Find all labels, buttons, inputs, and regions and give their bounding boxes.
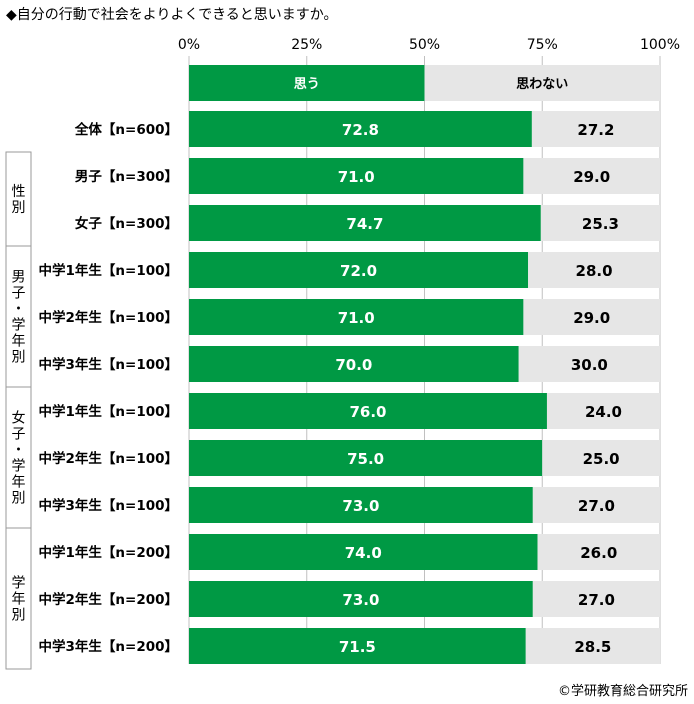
category-label: 中学3年生【n=100】	[39, 356, 179, 373]
data-label-no: 27.0	[578, 591, 615, 609]
bar-no	[523, 299, 660, 335]
bar-yes	[189, 581, 533, 617]
data-label-no: 27.2	[577, 121, 614, 139]
x-tick-label: 100%	[640, 37, 680, 53]
data-label-yes: 70.0	[335, 356, 372, 374]
bar-yes	[189, 205, 541, 241]
bar-no	[531, 111, 660, 147]
group-label-char: 学	[12, 459, 26, 475]
bar-yes	[189, 299, 524, 335]
category-label: 男子【n=300】	[75, 169, 178, 185]
data-label-yes: 72.8	[342, 121, 379, 139]
category-label: 全体【n=600】	[74, 121, 178, 138]
bar-yes	[189, 158, 524, 194]
bar-yes	[189, 346, 519, 382]
bar-no	[532, 581, 660, 617]
category-label: 中学1年生【n=200】	[39, 544, 179, 561]
category-label: 中学1年生【n=100】	[39, 403, 179, 420]
data-label-yes: 73.0	[342, 497, 379, 515]
group-label-char: 女	[12, 410, 26, 427]
bar-no	[518, 346, 660, 382]
copyright-text: ©学研教育総合研究所	[557, 684, 688, 699]
bar-yes	[189, 440, 543, 476]
data-label-yes: 74.0	[345, 544, 382, 562]
group-label-char: 子	[12, 286, 26, 302]
group-label-char: 年	[12, 592, 26, 608]
legend-yes-label: 思う	[294, 77, 320, 92]
group-label-char: 別	[12, 491, 26, 507]
category-label: 中学2年生【n=100】	[39, 309, 179, 326]
group-label-char: 年	[12, 475, 26, 491]
data-label-no: 30.0	[571, 356, 608, 374]
group-label-char: ・	[12, 443, 26, 459]
data-label-yes: 71.5	[339, 638, 376, 656]
data-label-yes: 74.7	[346, 215, 383, 233]
bar-no	[546, 393, 660, 429]
data-label-yes: 76.0	[349, 403, 386, 421]
data-label-no: 25.3	[582, 215, 619, 233]
data-label-no: 25.0	[583, 450, 620, 468]
legend-no-swatch	[424, 65, 660, 101]
chart-title: ◆自分の行動で社会をよりよくできると思いますか。	[6, 7, 338, 23]
x-tick-label: 50%	[409, 37, 440, 53]
category-label: 女子【n=300】	[75, 215, 178, 232]
data-label-yes: 71.0	[338, 309, 375, 327]
data-label-yes: 75.0	[347, 450, 384, 468]
bar-no	[532, 487, 660, 523]
category-label: 中学2年生【n=200】	[39, 591, 179, 608]
category-label: 中学3年生【n=100】	[39, 497, 179, 514]
x-tick-label: 25%	[291, 37, 322, 53]
x-tick-label: 0%	[178, 37, 200, 53]
data-label-no: 29.0	[573, 168, 610, 186]
bar-no	[525, 628, 660, 664]
group-label-char: ・	[12, 302, 26, 318]
data-label-yes: 73.0	[342, 591, 379, 609]
group-label-char: 年	[12, 334, 26, 350]
group-label-char: 別	[12, 200, 26, 216]
bar-yes	[189, 252, 529, 288]
bar-yes	[189, 111, 532, 147]
data-label-no: 27.0	[578, 497, 615, 515]
category-label: 中学3年生【n=200】	[39, 638, 179, 655]
data-label-no: 24.0	[585, 403, 622, 421]
category-label: 中学1年生【n=100】	[39, 262, 179, 279]
group-label-char: 子	[12, 427, 26, 443]
group-label-char: 性	[12, 184, 26, 200]
legend-no-label: 思わない	[516, 77, 568, 92]
data-label-no: 26.0	[580, 544, 617, 562]
data-label-no: 28.5	[574, 638, 611, 656]
group-bracket	[5, 527, 32, 670]
group-label-char: 別	[12, 608, 26, 624]
category-label: 中学2年生【n=100】	[39, 450, 179, 467]
bar-yes	[189, 534, 538, 570]
bar-no	[540, 205, 660, 241]
group-label-char: 学	[12, 318, 26, 334]
bar-yes	[189, 487, 533, 523]
bar-no	[528, 252, 660, 288]
data-label-no: 29.0	[573, 309, 610, 327]
group-label-char: 学	[12, 576, 26, 592]
group-label-char: 別	[12, 350, 26, 366]
data-label-yes: 72.0	[340, 262, 377, 280]
group-label-char: 男	[12, 270, 26, 286]
data-label-no: 28.0	[576, 262, 613, 280]
bar-no	[537, 534, 660, 570]
legend-yes-swatch	[189, 65, 425, 101]
data-label-yes: 71.0	[338, 168, 375, 186]
bar-no	[542, 440, 660, 476]
bar-yes	[189, 628, 526, 664]
bar-no	[523, 158, 660, 194]
x-tick-label: 75%	[527, 37, 558, 53]
bar-yes	[189, 393, 547, 429]
